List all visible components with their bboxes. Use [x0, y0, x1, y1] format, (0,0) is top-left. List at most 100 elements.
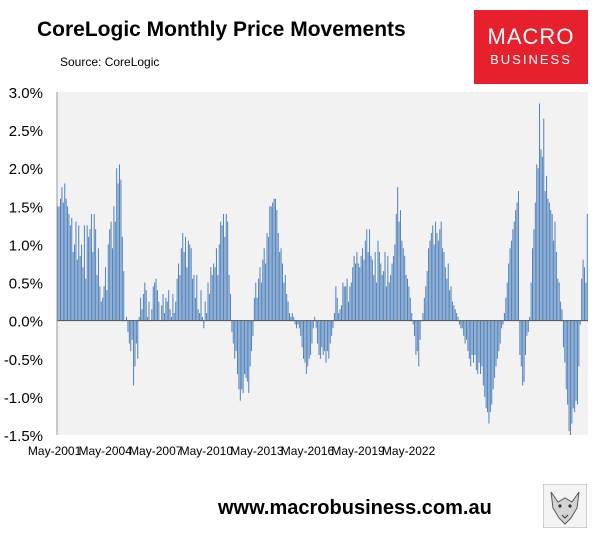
bar: [270, 206, 272, 321]
logo-line-1: MACRO: [487, 24, 575, 49]
bar: [328, 320, 330, 359]
bar: [206, 313, 208, 321]
bar: [501, 320, 503, 329]
bar: [148, 301, 150, 321]
bar: [283, 282, 285, 321]
website-url: www.macrobusiness.com.au: [218, 497, 492, 519]
bar: [155, 278, 157, 321]
bar: [140, 297, 142, 321]
bar: [335, 286, 337, 321]
bar: [96, 274, 98, 321]
bar: [412, 320, 414, 325]
bar: [428, 248, 430, 321]
bar: [258, 278, 260, 321]
bar: [284, 274, 286, 321]
x-tick-label: May-2001: [28, 444, 82, 458]
bar: [397, 187, 399, 321]
bar: [241, 320, 243, 390]
bar: [383, 271, 385, 321]
bar: [126, 316, 128, 321]
bar: [520, 320, 522, 367]
bar: [224, 236, 226, 321]
bar: [277, 233, 279, 321]
bar: [175, 301, 177, 321]
bar: [399, 210, 401, 321]
bar: [234, 320, 236, 359]
bar: [272, 202, 274, 321]
bar: [454, 309, 456, 321]
bar: [168, 290, 170, 321]
bar: [252, 320, 254, 336]
bar: [194, 297, 196, 321]
bar: [312, 320, 314, 329]
bar: [97, 248, 99, 321]
bar: [581, 278, 583, 321]
bar: [308, 320, 310, 359]
bar: [481, 320, 483, 367]
bar: [487, 320, 489, 413]
bar: [151, 309, 153, 321]
bar: [544, 191, 546, 321]
logo-line-2: BUSINESS: [490, 52, 572, 67]
bar: [68, 213, 70, 321]
y-tick-label: -1.0%: [4, 390, 43, 407]
bar: [576, 320, 578, 405]
bar: [515, 210, 517, 321]
bar: [64, 183, 66, 321]
bar: [385, 286, 387, 321]
bar: [237, 320, 239, 375]
bar: [548, 202, 550, 321]
bar: [322, 320, 324, 355]
bar: [533, 229, 535, 321]
bar: [370, 255, 372, 321]
bar: [86, 225, 88, 321]
bar: [165, 297, 167, 321]
bar: [290, 316, 292, 321]
bar: [374, 252, 376, 321]
bar: [451, 301, 453, 321]
bar: [550, 210, 552, 321]
bar: [90, 213, 92, 321]
bar: [394, 244, 396, 321]
bar: [266, 233, 268, 321]
bar: [110, 221, 112, 321]
bar: [495, 320, 497, 367]
bar: [75, 221, 77, 321]
bar: [468, 320, 470, 359]
bar: [555, 252, 557, 321]
bar: [449, 290, 451, 321]
bar: [128, 320, 130, 344]
bar: [99, 286, 101, 321]
bar: [296, 320, 298, 329]
bar: [496, 320, 498, 359]
bar: [444, 267, 446, 321]
bar: [541, 156, 543, 321]
bar: [154, 282, 156, 321]
bar: [336, 297, 338, 321]
bar: [534, 202, 536, 321]
bar: [217, 274, 219, 321]
bar: [317, 320, 319, 344]
bar: [239, 320, 241, 401]
bar: [325, 320, 327, 363]
bar: [333, 313, 335, 321]
bar: [173, 313, 175, 321]
bar: [432, 225, 434, 321]
bar: [273, 198, 275, 321]
chart-source: Source: CoreLogic: [60, 55, 160, 69]
bar: [119, 164, 121, 321]
bar: [183, 252, 185, 321]
bar: [111, 248, 113, 321]
bar: [69, 225, 71, 321]
bar: [249, 320, 251, 367]
bar: [78, 225, 80, 321]
bar: [208, 293, 210, 321]
bar: [561, 309, 563, 321]
bar: [471, 320, 473, 355]
bar: [524, 320, 526, 355]
bar: [123, 271, 125, 321]
bar: [117, 183, 119, 321]
bar: [464, 320, 466, 344]
bar: [259, 267, 261, 321]
bar: [232, 320, 234, 344]
